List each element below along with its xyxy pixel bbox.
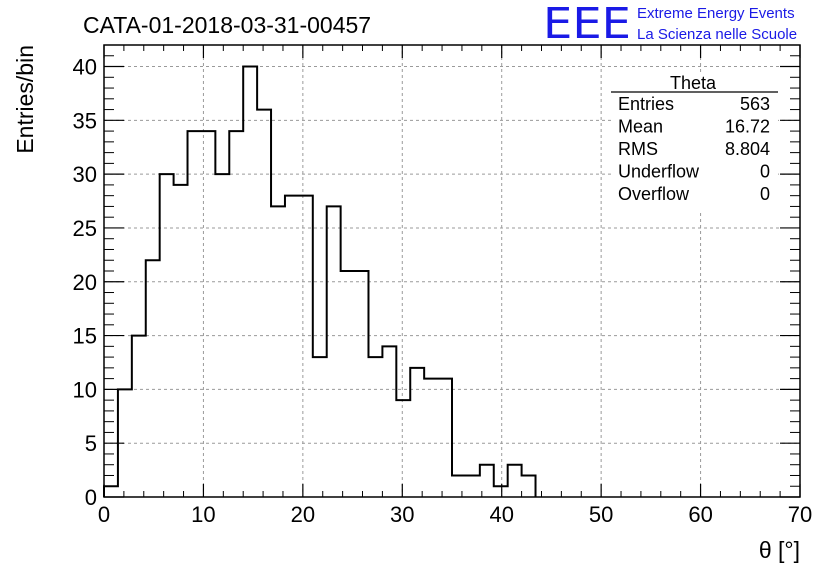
histogram-bin xyxy=(480,465,494,497)
stats-label: Entries xyxy=(618,94,674,114)
x-tick-label: 0 xyxy=(98,502,110,527)
stats-title: Theta xyxy=(670,73,717,93)
histogram-bin xyxy=(341,271,355,497)
histogram-bin xyxy=(368,357,382,497)
histogram-bin xyxy=(382,346,396,497)
stats-value: 8.804 xyxy=(725,139,770,159)
histogram-bin xyxy=(313,357,327,497)
axis-ticks xyxy=(103,44,801,498)
histogram-outline xyxy=(103,65,537,497)
y-tick-label: 0 xyxy=(85,485,97,510)
x-tick-label: 40 xyxy=(489,502,513,527)
histogram-bin xyxy=(522,475,536,497)
x-tick-label: 30 xyxy=(390,502,414,527)
histogram-bin xyxy=(229,131,243,497)
histogram-bin xyxy=(160,174,174,497)
x-tick-label: 10 xyxy=(191,502,215,527)
y-tick-label: 30 xyxy=(73,162,97,187)
y-tick-label: 20 xyxy=(73,270,97,295)
x-axis-label: θ [°] xyxy=(759,537,800,563)
stats-label: Mean xyxy=(618,117,663,137)
y-tick-label: 15 xyxy=(73,324,97,349)
plot-frame xyxy=(103,44,801,498)
histogram-bin xyxy=(132,336,146,497)
histogram-bin xyxy=(215,174,229,497)
histogram-bin xyxy=(174,185,188,497)
histogram-bin xyxy=(118,389,132,497)
chart-title: CATA-01-2018-03-31-00457 xyxy=(83,12,371,38)
stats-value: 16.72 xyxy=(725,117,770,137)
y-tick-label: 35 xyxy=(73,108,97,133)
y-tick-label: 5 xyxy=(85,431,97,456)
stats-box-bg xyxy=(611,73,778,213)
x-tick-labels: 0 10 20 30 40 50 60 70 xyxy=(98,502,812,527)
histogram-bin xyxy=(299,196,313,497)
histogram-bin xyxy=(243,67,257,497)
histogram-bin xyxy=(285,196,299,497)
x-tick-label: 60 xyxy=(688,502,712,527)
histogram-bin xyxy=(410,368,424,497)
eee-logo: EEE xyxy=(543,0,631,49)
logo-line-1: Extreme Energy Events xyxy=(637,5,795,22)
stats-value: 0 xyxy=(760,184,770,204)
x-tick-label: 70 xyxy=(788,502,812,527)
histogram-bins xyxy=(103,65,537,497)
y-tick-label: 10 xyxy=(73,377,97,402)
y-axis-label: Entries/bin xyxy=(12,45,38,154)
y-tick-labels: 0 5 10 15 20 25 30 35 40 xyxy=(73,55,97,510)
stats-label: Underflow xyxy=(618,162,700,182)
histogram-bin xyxy=(396,400,410,497)
histogram-bin xyxy=(327,206,341,497)
histogram-bin xyxy=(271,206,285,497)
logo-line-2: La Scienza nelle Scuole xyxy=(637,26,797,43)
histogram-bin xyxy=(201,131,215,497)
x-tick-label: 50 xyxy=(589,502,613,527)
stats-value: 0 xyxy=(760,162,770,182)
y-tick-label: 40 xyxy=(73,55,97,80)
stats-label: RMS xyxy=(618,139,658,159)
stats-box: Theta Entries 563 Mean 16.72 RMS 8.804 Underfl… xyxy=(611,73,778,213)
x-tick-label: 20 xyxy=(291,502,315,527)
histogram-bin xyxy=(466,475,480,497)
histogram-bin xyxy=(104,486,118,497)
histogram-bin xyxy=(188,131,202,497)
stats-value: 563 xyxy=(740,94,770,114)
histogram-bin xyxy=(146,260,160,497)
stats-label: Overflow xyxy=(618,184,690,204)
histogram-bin xyxy=(424,379,438,497)
histogram-bin xyxy=(257,110,271,497)
y-tick-label: 25 xyxy=(73,216,97,241)
histogram-bin xyxy=(494,486,508,497)
histogram-bin xyxy=(355,271,369,497)
histogram-bin xyxy=(452,475,466,497)
histogram-bin xyxy=(508,465,522,497)
histogram-bin xyxy=(438,379,452,497)
